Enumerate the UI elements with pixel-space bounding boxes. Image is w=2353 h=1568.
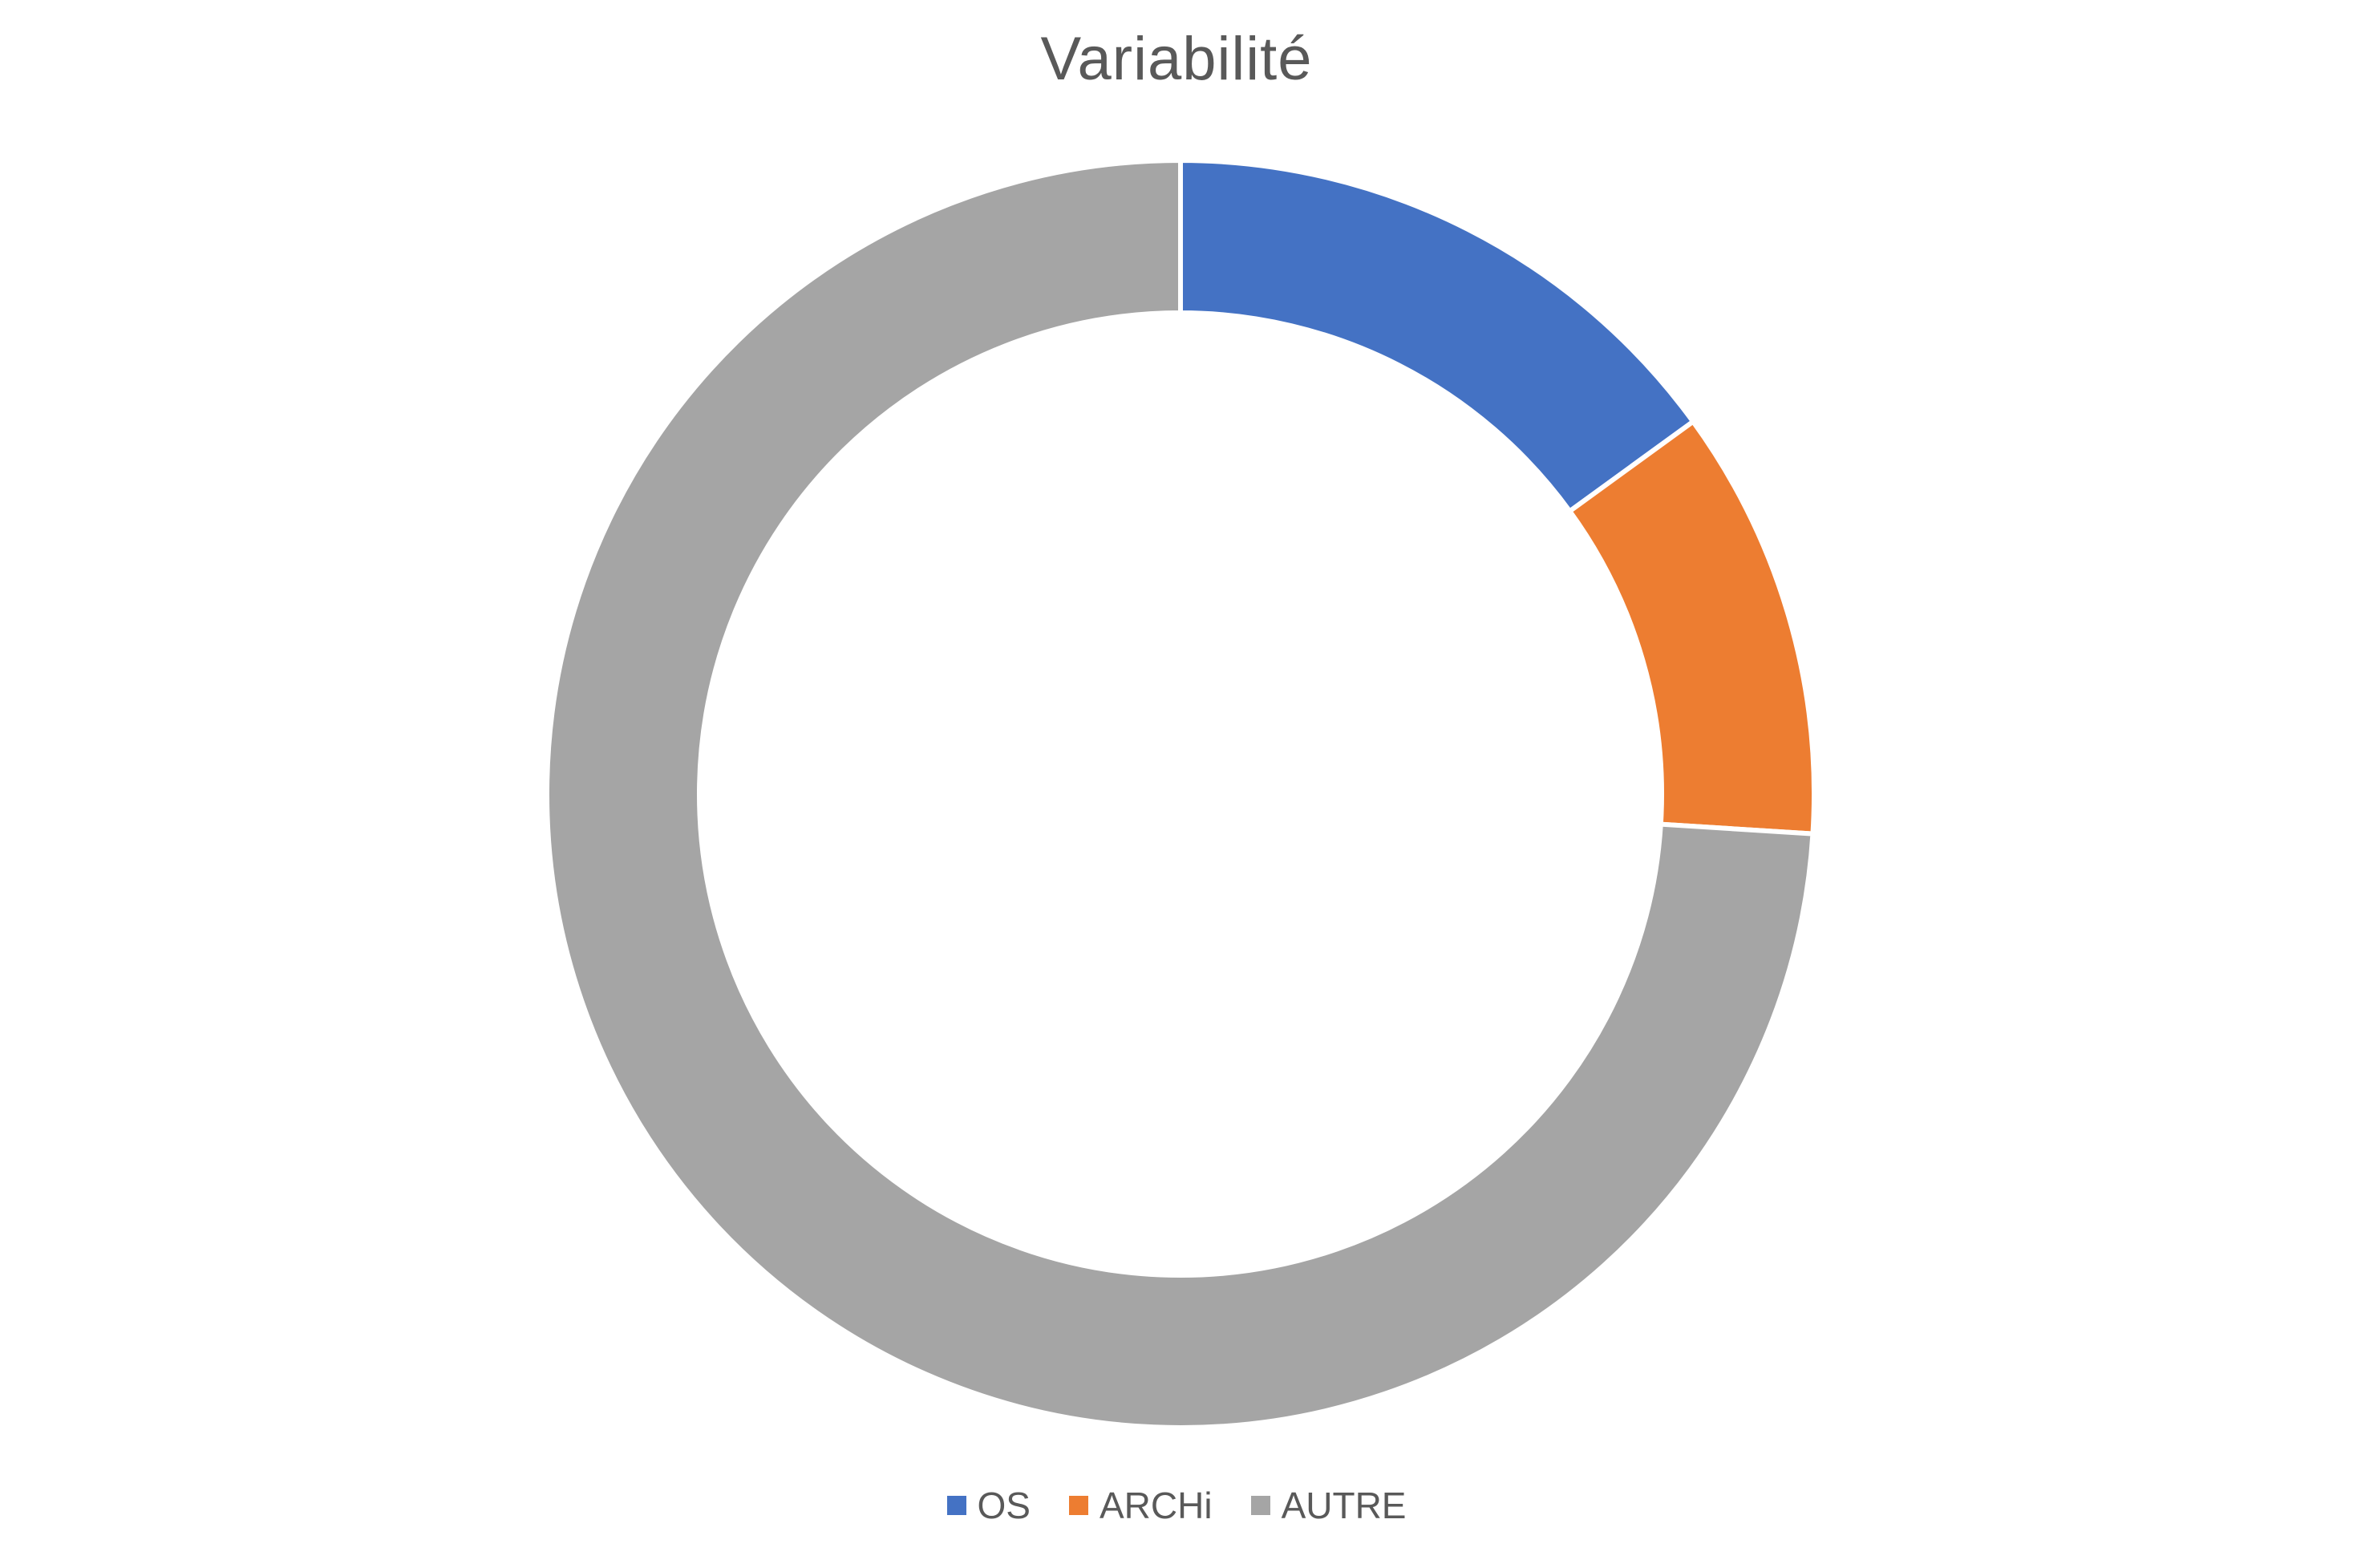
legend-label-os: OS [977, 1485, 1031, 1526]
donut-slice-os [1178, 157, 1697, 515]
donut-slice-archi [1566, 418, 1816, 837]
legend-label-autre: AUTRE [1281, 1485, 1407, 1526]
donut-slice-autre [544, 157, 1816, 1430]
chart-title: Variabilité [1040, 25, 1313, 93]
legend-swatch-autre [1250, 1496, 1270, 1515]
legend-label-archi: ARCHi [1100, 1485, 1213, 1526]
legend-item-os: OS [946, 1484, 1031, 1527]
legend-item-autre: AUTRE [1250, 1484, 1407, 1527]
legend: OS ARCHi AUTRE [0, 1484, 2353, 1527]
donut-slices [544, 157, 1816, 1430]
legend-item-archi: ARCHi [1069, 1484, 1213, 1527]
legend-swatch-archi [1069, 1496, 1088, 1515]
legend-swatch-os [946, 1496, 966, 1515]
